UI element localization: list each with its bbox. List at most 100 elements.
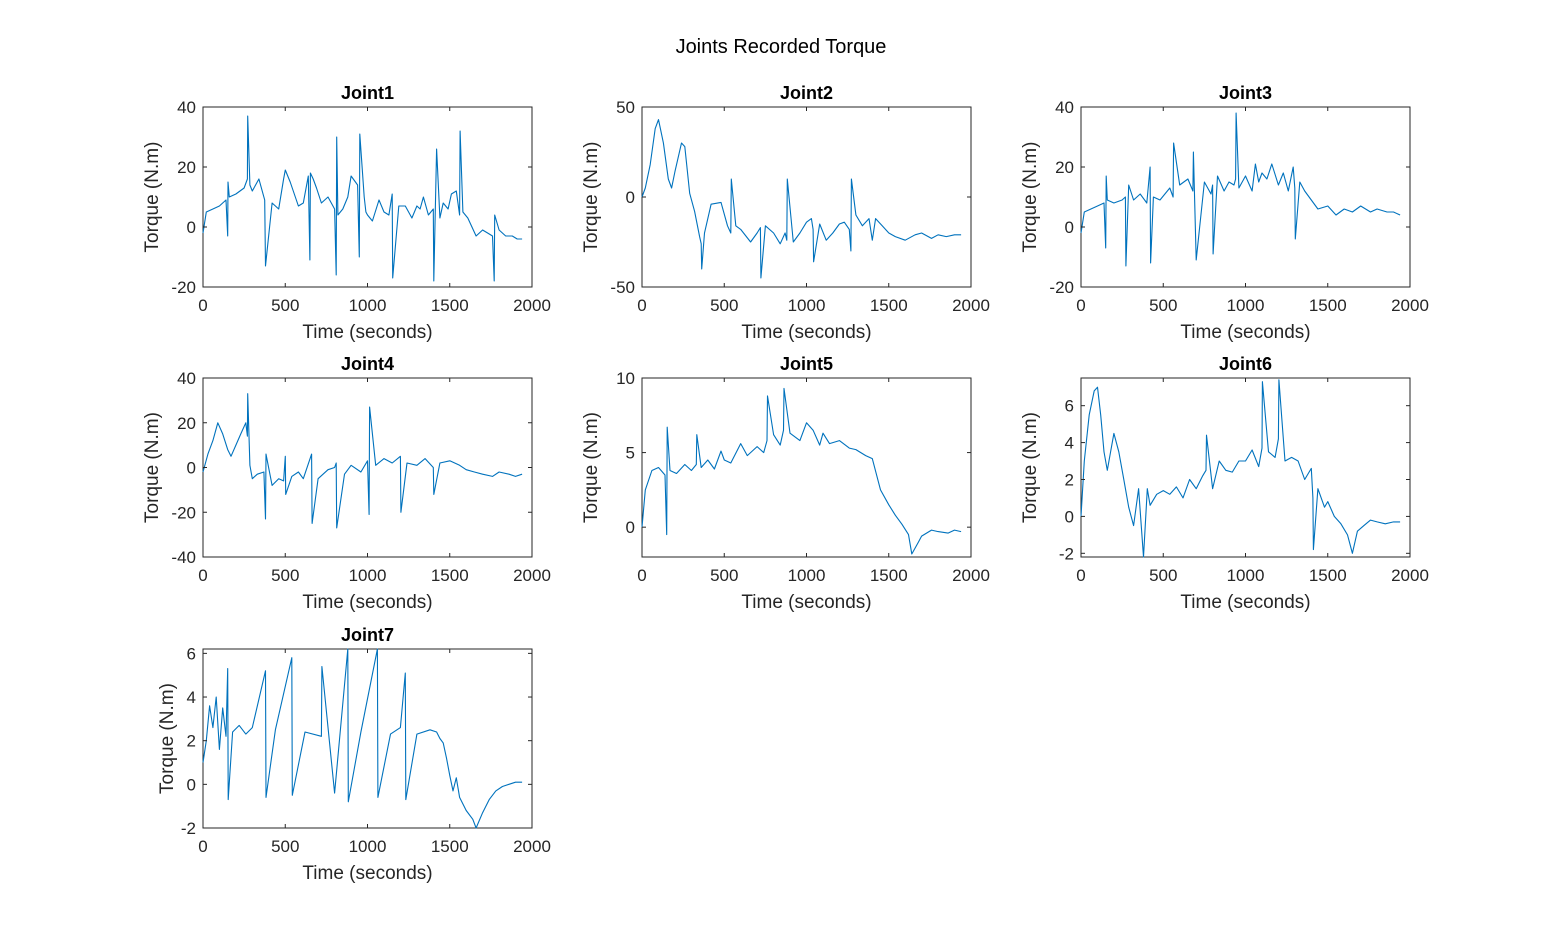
y-tick-label: 2 (187, 732, 196, 751)
y-tick-label: 6 (1065, 397, 1074, 416)
x-tick-label: 2000 (1391, 296, 1429, 315)
y-tick-label: -40 (171, 548, 196, 567)
plot-area (1080, 377, 1411, 558)
y-tick-label: 4 (187, 688, 196, 707)
figure-title: Joints Recorded Torque (676, 36, 887, 58)
y-tick-label: -20 (1049, 278, 1074, 297)
x-axis-label: Time (seconds) (1180, 322, 1310, 343)
x-tick-label: 2000 (952, 566, 990, 585)
x-tick-label: 1000 (349, 566, 387, 585)
x-axis-label: Time (seconds) (1180, 592, 1310, 613)
subplot-5: 0 500 1000 1500 2000 0 5 10 Joint5 Time (seconds)… (581, 354, 990, 613)
y-tick-label: -2 (1059, 544, 1074, 563)
x-tick-label: 1000 (1227, 296, 1265, 315)
plot-area (641, 106, 972, 288)
x-tick-label: 0 (637, 296, 646, 315)
x-tick-label: 0 (1076, 296, 1085, 315)
y-tick-label: 10 (616, 369, 635, 388)
y-tick-label: 2 (1065, 470, 1074, 489)
x-tick-label: 1000 (788, 566, 826, 585)
x-tick-label: 500 (271, 837, 299, 856)
subplot-title: Joint5 (780, 354, 833, 374)
x-tick-label: 1500 (431, 837, 469, 856)
x-tick-label: 500 (710, 566, 738, 585)
y-axis-label: Torque (N.m) (1020, 142, 1041, 253)
x-tick-label: 500 (271, 566, 299, 585)
x-tick-label: 0 (198, 296, 207, 315)
x-tick-label: 500 (1149, 566, 1177, 585)
y-tick-label: -20 (171, 503, 196, 522)
subplot-title: Joint4 (341, 354, 394, 374)
x-tick-label: 1500 (870, 296, 908, 315)
y-tick-label: 0 (626, 188, 635, 207)
x-tick-label: 2000 (1391, 566, 1429, 585)
y-axis-label: Torque (N.m) (142, 412, 163, 523)
subplot-4: 0 500 1000 1500 2000 -40 -20 0 20 40 Joint4 Time (s… (142, 354, 551, 613)
y-axis-label: Torque (N.m) (581, 142, 602, 253)
torque-series-line (202, 115, 523, 282)
y-tick-label: 20 (177, 414, 196, 433)
torque-series-line (641, 119, 962, 279)
y-tick-label: 6 (187, 644, 196, 663)
x-tick-label: 2000 (513, 837, 551, 856)
x-tick-label: 500 (1149, 296, 1177, 315)
subplot-title: Joint2 (780, 83, 833, 103)
y-tick-label: 20 (177, 158, 196, 177)
x-axis-label: Time (seconds) (741, 592, 871, 613)
torque-series-line (1080, 112, 1401, 267)
subplot-title: Joint7 (341, 625, 394, 645)
y-tick-label: 0 (187, 459, 196, 478)
y-tick-label: 0 (187, 775, 196, 794)
x-tick-label: 2000 (952, 296, 990, 315)
y-tick-label: 4 (1065, 434, 1074, 453)
y-tick-label: 40 (1055, 98, 1074, 117)
x-tick-label: 2000 (513, 296, 551, 315)
y-axis-label: Torque (N.m) (157, 683, 178, 794)
x-axis-label: Time (seconds) (302, 863, 432, 884)
x-tick-label: 1500 (1309, 566, 1347, 585)
x-axis-label: Time (seconds) (302, 322, 432, 343)
x-axis-label: Time (seconds) (741, 322, 871, 343)
x-tick-label: 1500 (431, 296, 469, 315)
y-axis-label: Torque (N.m) (142, 142, 163, 253)
x-tick-label: 1000 (349, 837, 387, 856)
x-tick-label: 1000 (349, 296, 387, 315)
x-tick-label: 0 (198, 837, 207, 856)
subplot-title: Joint1 (341, 83, 394, 103)
x-tick-label: 500 (271, 296, 299, 315)
x-tick-label: 1000 (788, 296, 826, 315)
y-axis-label: Torque (N.m) (1020, 412, 1041, 523)
y-tick-label: 20 (1055, 158, 1074, 177)
y-tick-label: 40 (177, 98, 196, 117)
plot-area (202, 106, 533, 288)
y-tick-label: 0 (1065, 507, 1074, 526)
subplot-title: Joint6 (1219, 354, 1272, 374)
x-tick-label: 0 (198, 566, 207, 585)
y-tick-label: -20 (171, 278, 196, 297)
torque-series-line (202, 393, 523, 529)
y-tick-label: 5 (626, 444, 635, 463)
y-tick-label: 40 (177, 369, 196, 388)
plot-area (202, 648, 533, 829)
y-tick-label: 0 (1065, 218, 1074, 237)
x-tick-label: 500 (710, 296, 738, 315)
y-tick-label: 50 (616, 98, 635, 117)
y-axis-label: Torque (N.m) (581, 412, 602, 523)
torque-series-line (1080, 379, 1401, 558)
x-tick-label: 2000 (513, 566, 551, 585)
x-tick-label: 1500 (870, 566, 908, 585)
x-axis-label: Time (seconds) (302, 592, 432, 613)
y-tick-label: 0 (187, 218, 196, 237)
plot-area (641, 377, 972, 558)
subplot-title: Joint3 (1219, 83, 1272, 103)
plot-area (1080, 106, 1411, 288)
y-tick-label: -2 (181, 819, 196, 838)
x-tick-label: 1500 (431, 566, 469, 585)
